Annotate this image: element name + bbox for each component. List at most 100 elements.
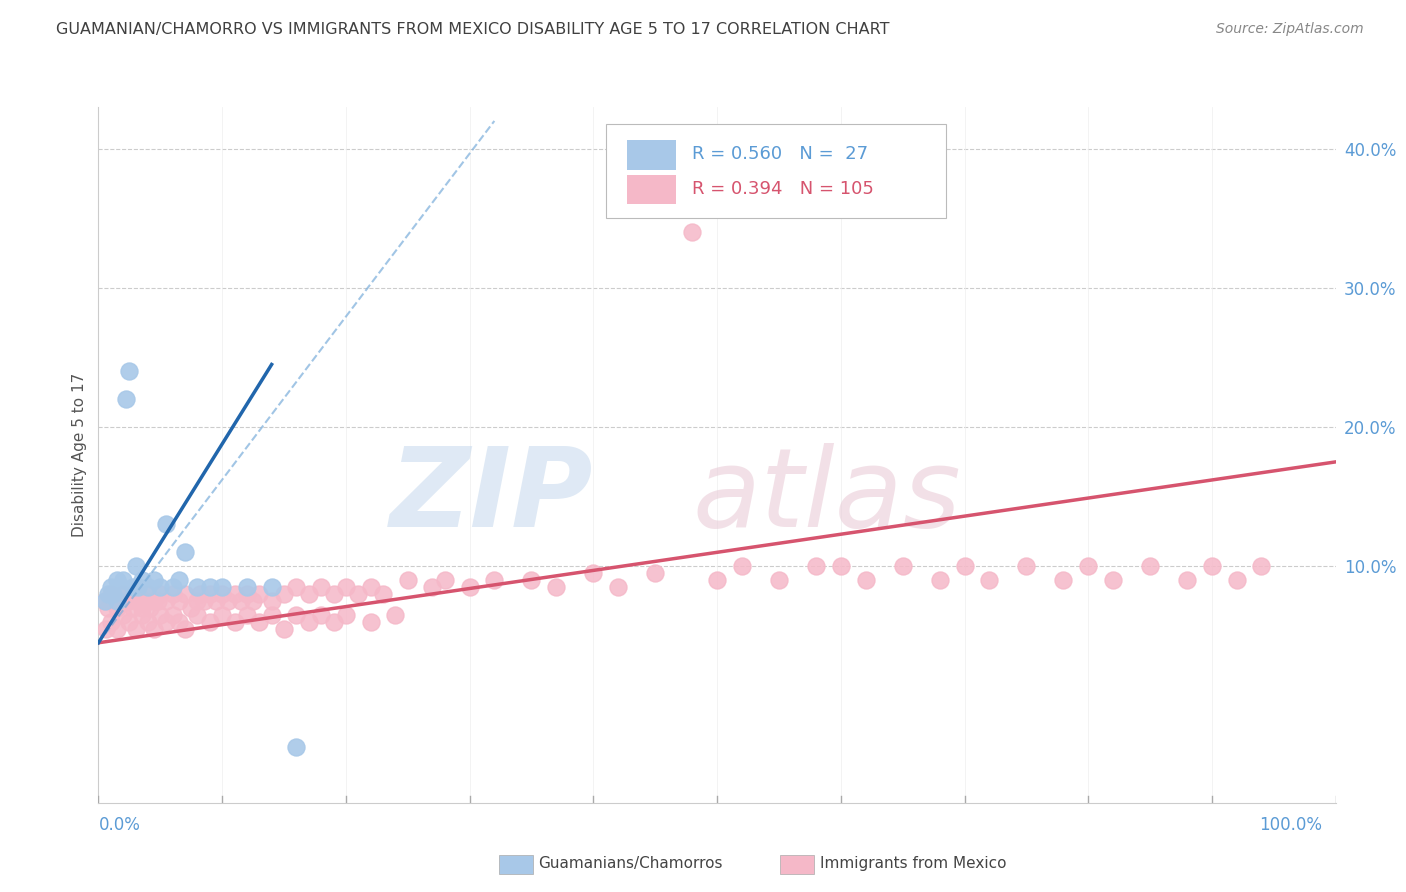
Point <box>124 587 146 601</box>
Point <box>186 580 208 594</box>
Point <box>224 615 246 629</box>
Point <box>422 580 444 594</box>
Point <box>247 587 270 601</box>
Point <box>103 594 125 608</box>
Text: Guamanians/Chamorros: Guamanians/Chamorros <box>538 856 723 871</box>
Point <box>162 587 184 601</box>
Point <box>396 573 419 587</box>
Point <box>224 587 246 601</box>
Point <box>100 615 122 629</box>
Point <box>114 594 136 608</box>
Point <box>136 580 159 594</box>
Point <box>1175 573 1198 587</box>
Point <box>347 587 370 601</box>
Point <box>371 587 394 601</box>
Point <box>273 622 295 636</box>
Point <box>105 622 128 636</box>
Point <box>205 594 228 608</box>
Point <box>100 580 122 594</box>
Text: R = 0.394   N = 105: R = 0.394 N = 105 <box>692 180 875 198</box>
Point <box>112 607 135 622</box>
Point <box>122 601 145 615</box>
Point <box>198 615 221 629</box>
Point <box>1139 559 1161 574</box>
Point <box>136 615 159 629</box>
Point <box>681 225 703 239</box>
Point <box>644 566 666 581</box>
Point <box>131 573 153 587</box>
Point <box>100 587 122 601</box>
Point <box>582 566 605 581</box>
Text: ZIP: ZIP <box>389 443 593 550</box>
Point <box>285 740 308 755</box>
Point <box>1226 573 1249 587</box>
Point <box>211 587 233 601</box>
Point <box>110 580 132 594</box>
Point <box>891 559 914 574</box>
Point <box>335 580 357 594</box>
Text: 100.0%: 100.0% <box>1258 816 1322 834</box>
Bar <box>627 140 676 169</box>
Point <box>928 573 950 587</box>
Point <box>94 622 117 636</box>
Point <box>162 580 184 594</box>
Point <box>174 622 197 636</box>
Point <box>360 580 382 594</box>
Point <box>134 594 156 608</box>
Point <box>127 594 149 608</box>
Point <box>167 594 190 608</box>
Point <box>979 573 1001 587</box>
Point <box>188 587 211 601</box>
Point <box>131 607 153 622</box>
Point <box>93 594 115 608</box>
Point <box>124 622 146 636</box>
Point <box>193 594 215 608</box>
Point <box>335 607 357 622</box>
FancyBboxPatch shape <box>606 124 946 219</box>
Y-axis label: Disability Age 5 to 17: Disability Age 5 to 17 <box>72 373 87 537</box>
Point <box>1015 559 1038 574</box>
Point <box>236 580 259 594</box>
Point <box>97 601 120 615</box>
Point <box>484 573 506 587</box>
Text: 0.0%: 0.0% <box>98 816 141 834</box>
Point <box>143 573 166 587</box>
Point <box>322 615 344 629</box>
Point <box>103 587 125 601</box>
Point <box>155 517 177 532</box>
Point <box>1102 573 1125 587</box>
Point <box>360 615 382 629</box>
Point <box>236 607 259 622</box>
Point <box>127 580 149 594</box>
Point <box>143 622 166 636</box>
Text: atlas: atlas <box>692 443 960 550</box>
Point <box>105 573 128 587</box>
Point <box>236 587 259 601</box>
Point <box>149 580 172 594</box>
Point <box>953 559 976 574</box>
Point <box>247 615 270 629</box>
Point <box>242 594 264 608</box>
Point <box>322 587 344 601</box>
Point <box>211 580 233 594</box>
Text: Immigrants from Mexico: Immigrants from Mexico <box>820 856 1007 871</box>
Point <box>198 580 221 594</box>
Point <box>309 580 332 594</box>
Point <box>1077 559 1099 574</box>
Point <box>136 587 159 601</box>
Point <box>167 573 190 587</box>
Point <box>458 580 481 594</box>
Point <box>731 559 754 574</box>
Point <box>174 545 197 559</box>
Point <box>384 607 406 622</box>
Point <box>162 607 184 622</box>
Point <box>298 587 321 601</box>
Point <box>198 587 221 601</box>
Point <box>105 594 128 608</box>
Point <box>97 587 120 601</box>
Point <box>830 559 852 574</box>
Point <box>260 607 283 622</box>
Point <box>229 594 252 608</box>
Point <box>155 594 177 608</box>
Point <box>217 594 239 608</box>
